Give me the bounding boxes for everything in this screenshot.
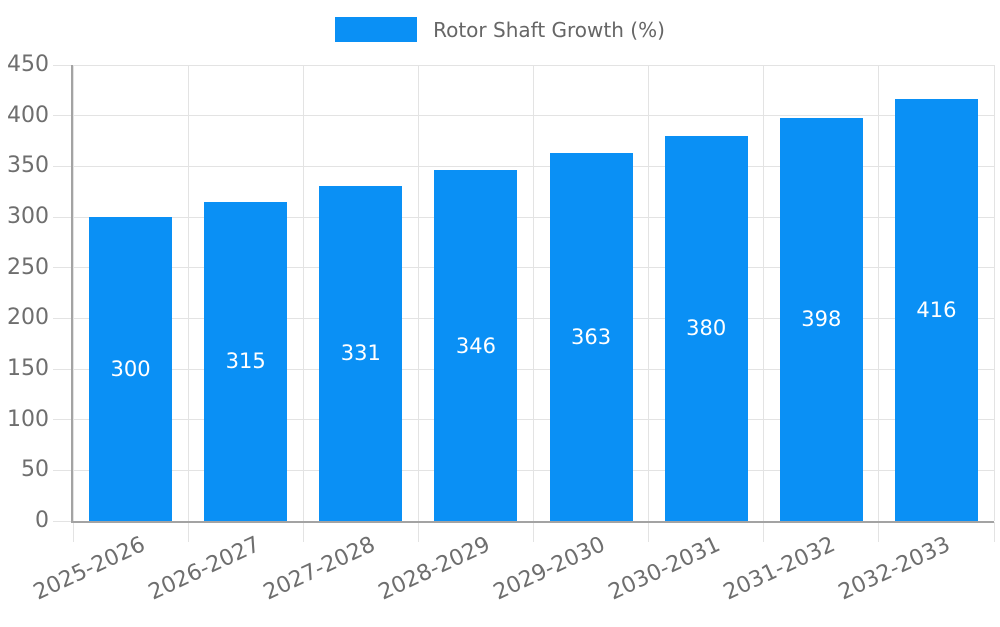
y-axis-tick-label: 450 [7,52,49,77]
x-axis-tick [302,522,304,542]
gridline-vertical [533,65,534,521]
bar-value-label: 363 [571,325,612,350]
legend[interactable]: Rotor Shaft Growth (%) [0,17,1000,42]
x-axis-tick [187,522,189,542]
y-axis-tick-label: 200 [7,305,49,331]
y-axis-tick-label: 300 [7,204,49,229]
x-axis-tick [763,522,765,542]
y-axis-tick-label: 50 [21,457,49,483]
y-axis-tick [53,317,73,319]
legend-label: Rotor Shaft Growth (%) [433,17,665,42]
y-axis-tick-label: 100 [7,406,49,432]
y-axis-tick-label: 0 [35,508,49,533]
gridline-vertical [187,65,189,521]
x-axis-line [71,521,994,523]
bar[interactable] [319,185,403,521]
bar-chart: Rotor Shaft Growth (%) 0 50 100 150 200 250 30… [0,17,1000,605]
gridline-vertical [72,65,74,521]
y-axis-tick-label: 150 [7,356,49,381]
bar-value-label: 398 [801,307,842,332]
bar-value-label: 380 [686,316,727,341]
x-axis-tick [533,522,534,542]
x-axis-tick [417,522,419,542]
x-axis-tick [878,522,880,542]
y-axis-tick [53,165,73,167]
bar-value-label: 416 [916,298,957,323]
y-axis-tick [53,469,73,471]
gridline-vertical [878,65,880,521]
y-axis-tick [53,520,73,522]
x-axis-tick [993,522,995,542]
bar[interactable] [89,217,173,521]
bar[interactable] [664,135,748,521]
x-axis-tick [72,522,74,542]
y-axis-tick-label: 350 [7,153,49,179]
bar-value-label: 331 [340,341,381,366]
y-axis-tick [53,368,73,370]
y-axis-tick-label: 400 [7,102,49,128]
bar-value-label: 300 [110,357,151,381]
y-axis-tick [53,115,73,117]
y-axis-tick [53,64,73,66]
bar[interactable] [549,153,633,521]
y-axis-tick [53,216,73,218]
bar[interactable] [434,170,518,521]
y-axis-tick-label: 250 [7,254,49,280]
gridline-vertical [763,65,765,521]
y-axis-line [71,65,73,522]
gridline-vertical [648,65,650,521]
bar[interactable] [779,117,863,521]
bar[interactable] [894,99,978,521]
y-axis-tick [53,267,73,269]
gridline-vertical [417,65,419,521]
bar[interactable] [204,201,288,521]
bar-value-label: 315 [225,349,266,374]
gridline-vertical [993,65,995,521]
legend-swatch-icon [335,17,418,42]
gridline-vertical [302,65,304,521]
x-axis-tick [648,522,650,542]
bar-value-label: 346 [455,333,496,358]
y-axis-tick [53,419,73,421]
